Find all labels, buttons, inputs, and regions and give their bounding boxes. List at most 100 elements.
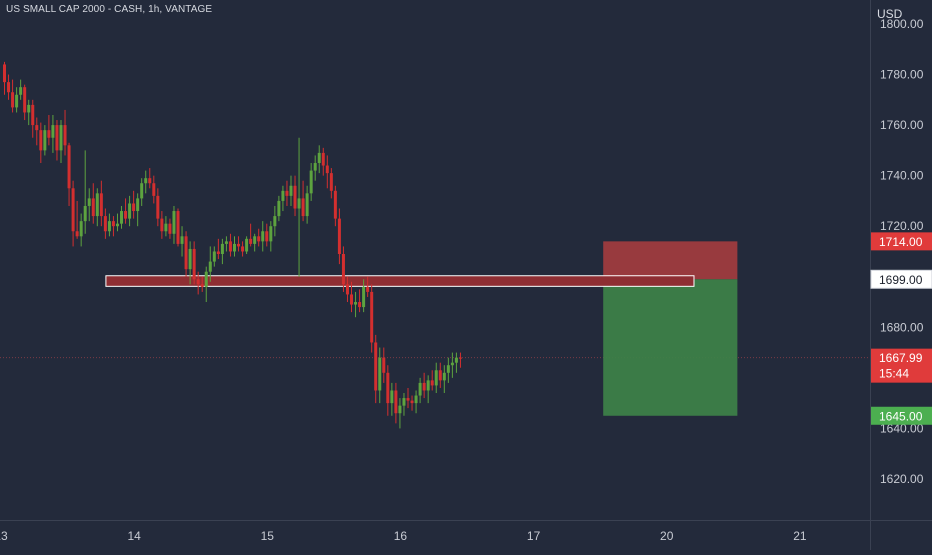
candle	[366, 276, 370, 297]
candle	[111, 216, 115, 237]
candle	[313, 155, 317, 181]
candle	[107, 213, 111, 237]
candle	[23, 84, 27, 121]
candle-body	[220, 243, 224, 255]
candle-body	[128, 203, 132, 219]
candle	[297, 137, 301, 277]
resistance-zone-box[interactable]	[105, 275, 695, 287]
candle	[128, 195, 132, 227]
candle	[261, 221, 265, 252]
candle	[249, 223, 253, 247]
candle-body	[232, 243, 236, 252]
candle-body	[434, 370, 438, 386]
candle	[55, 120, 59, 161]
candle-body	[406, 398, 410, 401]
candle	[430, 370, 434, 391]
candle	[31, 99, 35, 138]
candle	[87, 188, 91, 222]
candle-body	[321, 152, 325, 166]
candle	[184, 231, 188, 277]
candle	[180, 226, 184, 257]
time-tick-label: 15	[261, 529, 275, 543]
candle	[212, 246, 216, 267]
candle	[232, 236, 236, 257]
candle-body	[450, 362, 454, 366]
candle-body	[228, 241, 232, 252]
stop-loss-zone[interactable]	[603, 241, 738, 280]
candle-body	[71, 188, 75, 232]
candle	[63, 109, 67, 156]
take-profit-zone[interactable]	[603, 279, 738, 416]
candle-body	[99, 193, 103, 217]
candle-body	[172, 211, 176, 234]
candle-body	[180, 236, 184, 244]
candle-body	[430, 380, 434, 386]
time-tick-label: 20	[660, 529, 674, 543]
entry-price-tag-text: 1699.00	[879, 273, 923, 287]
candle-body	[382, 357, 386, 373]
candle-body	[293, 185, 297, 209]
currency-label[interactable]: USD	[877, 7, 903, 21]
candle-body	[152, 183, 156, 196]
candle-body	[39, 130, 43, 151]
candle	[91, 183, 95, 224]
candle	[152, 175, 156, 204]
take-profit-price-tag-text: 1645.00	[879, 409, 923, 423]
candle	[3, 61, 6, 95]
candle-body	[47, 130, 51, 138]
candle-body	[442, 372, 446, 381]
candle	[220, 238, 224, 265]
symbol-title[interactable]: US SMALL CAP 2000 - CASH, 1h, VANTAGE	[6, 4, 213, 15]
candle	[454, 352, 458, 373]
drawing-layer[interactable]	[0, 241, 870, 416]
time-tick-label: 16	[394, 529, 408, 543]
candle-body	[59, 125, 63, 151]
candle-body	[107, 221, 111, 232]
candle-body	[370, 291, 374, 343]
candle	[245, 236, 249, 255]
candle	[458, 352, 462, 368]
candle-body	[51, 125, 55, 138]
candle-body	[224, 241, 228, 244]
candle	[345, 276, 349, 303]
candle	[59, 120, 63, 164]
candle	[321, 147, 325, 176]
candle	[124, 198, 128, 224]
candle	[434, 362, 438, 394]
candle-body	[11, 92, 15, 108]
candle	[192, 241, 196, 285]
candle-body	[333, 190, 337, 219]
candle-body	[79, 221, 83, 237]
candle-body	[345, 284, 349, 295]
candle	[406, 387, 410, 409]
candle	[196, 271, 200, 295]
candle-body	[269, 226, 273, 242]
candle	[115, 213, 119, 232]
candle-body	[212, 251, 216, 262]
candle-body	[19, 87, 23, 95]
candle	[281, 185, 285, 212]
candle-body	[103, 216, 107, 232]
candle-body	[111, 221, 115, 227]
candle-body	[426, 380, 430, 391]
candle-body	[115, 223, 119, 227]
candle	[188, 241, 192, 285]
candle	[241, 241, 245, 257]
candle-body	[132, 203, 136, 212]
candle	[216, 238, 220, 260]
candle-body	[136, 198, 140, 212]
candle-body	[394, 390, 398, 414]
candle-body	[63, 125, 67, 146]
candle	[358, 289, 362, 313]
candle	[390, 382, 394, 416]
candle	[43, 125, 47, 156]
candle	[95, 188, 99, 227]
candles-layer	[3, 61, 462, 429]
candle-body	[164, 223, 168, 232]
candle-body	[350, 294, 354, 305]
candle-body	[156, 195, 160, 219]
candle	[7, 74, 11, 100]
candle	[172, 205, 176, 244]
